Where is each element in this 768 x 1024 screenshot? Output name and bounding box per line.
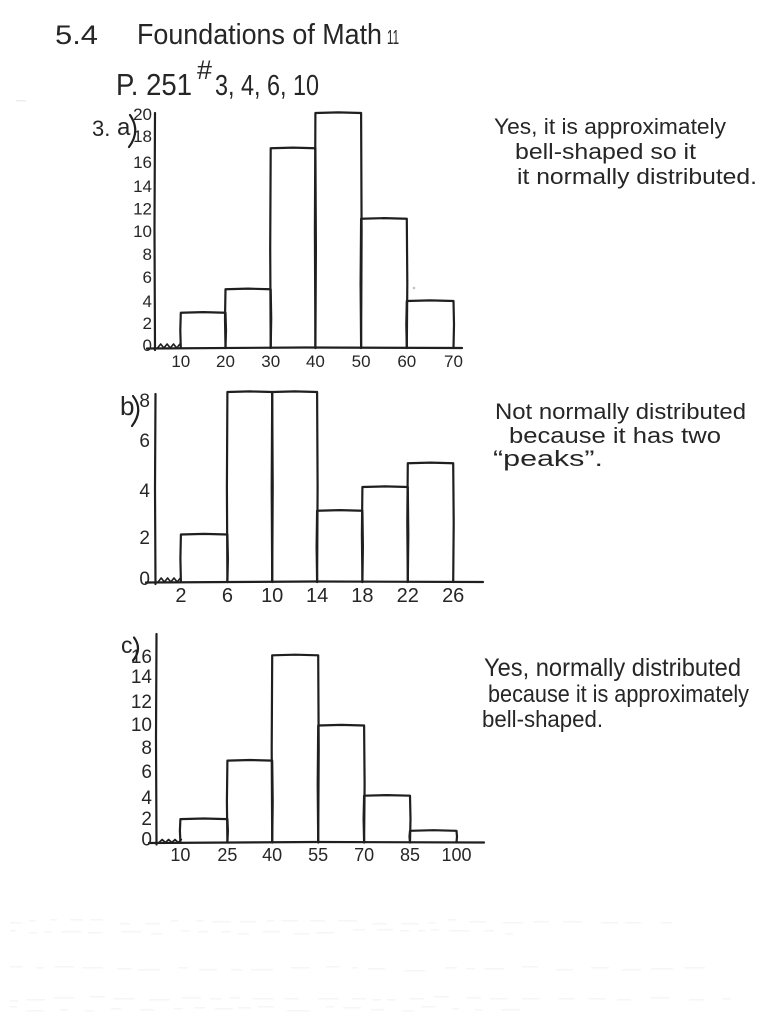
svg-text:6: 6 [139, 431, 150, 452]
svg-text:11: 11 [387, 27, 399, 49]
svg-text:because it is approximately: because it is approximately [488, 681, 749, 708]
svg-text:55: 55 [308, 845, 328, 865]
svg-text:b: b [120, 391, 134, 421]
svg-text:14: 14 [131, 667, 153, 688]
svg-text:bell-shaped so it: bell-shaped so it [515, 139, 696, 164]
svg-text:0: 0 [141, 830, 152, 851]
svg-text:“peaks”.: “peaks”. [493, 446, 603, 471]
svg-text:Foundations of Math: Foundations of Math [137, 19, 382, 51]
svg-text:0: 0 [139, 569, 150, 590]
svg-text:a: a [117, 114, 131, 141]
svg-text:40: 40 [306, 352, 325, 371]
svg-text:40: 40 [262, 845, 282, 865]
svg-text:30: 30 [261, 352, 280, 371]
svg-text:Yes, normally distributed: Yes, normally distributed [484, 654, 741, 682]
svg-text:16: 16 [131, 647, 152, 668]
svg-text:0: 0 [143, 336, 152, 355]
svg-text:12: 12 [133, 200, 152, 219]
svg-text:6: 6 [143, 268, 152, 287]
svg-text:20: 20 [216, 352, 235, 371]
svg-text:#: # [197, 55, 212, 85]
svg-text:4: 4 [139, 481, 150, 502]
svg-text:2: 2 [141, 809, 152, 830]
svg-text:Not normally distributed: Not normally distributed [495, 399, 746, 424]
svg-text:2: 2 [175, 585, 186, 607]
svg-text:8: 8 [143, 245, 152, 264]
svg-text:20: 20 [133, 105, 152, 124]
svg-text:60: 60 [397, 352, 416, 371]
svg-text:2: 2 [139, 528, 150, 549]
svg-text:16: 16 [133, 153, 152, 172]
svg-text:25: 25 [217, 845, 237, 865]
svg-text:14: 14 [133, 177, 152, 196]
svg-text:10: 10 [170, 845, 190, 865]
svg-text:bell-shaped.: bell-shaped. [482, 706, 603, 732]
svg-text:10: 10 [171, 352, 190, 371]
svg-text:10: 10 [261, 585, 283, 607]
svg-text:70: 70 [354, 845, 374, 865]
svg-text:5.4: 5.4 [55, 20, 98, 50]
svg-text:3.: 3. [92, 116, 110, 141]
svg-text:6: 6 [141, 762, 152, 783]
svg-text:8: 8 [139, 391, 150, 412]
svg-text:10: 10 [131, 715, 152, 736]
svg-text:18: 18 [351, 585, 373, 607]
svg-text:22: 22 [397, 585, 419, 607]
svg-text:2: 2 [143, 314, 152, 333]
svg-text:4: 4 [143, 292, 152, 311]
svg-text:18: 18 [133, 127, 152, 146]
svg-text:70: 70 [444, 352, 463, 371]
svg-text:50: 50 [352, 352, 371, 371]
svg-text:6: 6 [222, 585, 233, 607]
svg-text:8: 8 [141, 738, 152, 759]
svg-text:c: c [121, 632, 133, 658]
svg-text:12: 12 [131, 692, 152, 713]
svg-text:P. 251: P. 251 [116, 67, 192, 102]
svg-text:4: 4 [141, 788, 152, 809]
svg-text:because it has two: because it has two [509, 423, 721, 448]
svg-text:14: 14 [306, 585, 328, 607]
svg-text:3, 4, 6, 10: 3, 4, 6, 10 [215, 70, 319, 102]
svg-text:85: 85 [400, 845, 420, 865]
svg-text:it normally distributed.: it normally distributed. [517, 164, 757, 189]
svg-text:10: 10 [133, 222, 152, 241]
svg-text:100: 100 [441, 845, 471, 865]
svg-text:Yes, it is approximately: Yes, it is approximately [494, 114, 726, 139]
svg-text:26: 26 [442, 585, 464, 607]
